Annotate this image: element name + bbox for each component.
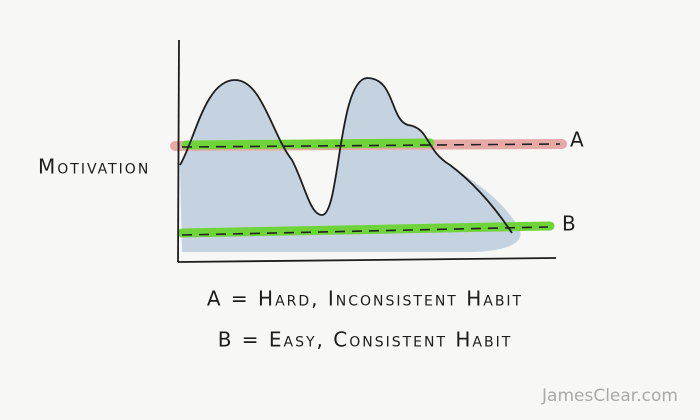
watermark: JamesClear.com bbox=[541, 386, 678, 406]
line-a bbox=[181, 143, 561, 148]
legend-b: B = Easy, Consistent Habit bbox=[218, 328, 513, 352]
legend-a: A = Hard, Inconsistent Habit bbox=[207, 287, 523, 311]
motivation-area bbox=[180, 78, 521, 252]
band-b bbox=[177, 221, 555, 238]
line-b-label: B bbox=[562, 212, 578, 236]
motivation-curve bbox=[179, 77, 513, 234]
band-a-green bbox=[181, 138, 435, 150]
line-a-label: A bbox=[570, 128, 586, 152]
y-axis bbox=[177, 39, 180, 263]
y-axis-label: Motivation bbox=[38, 155, 150, 179]
x-axis bbox=[177, 257, 557, 263]
